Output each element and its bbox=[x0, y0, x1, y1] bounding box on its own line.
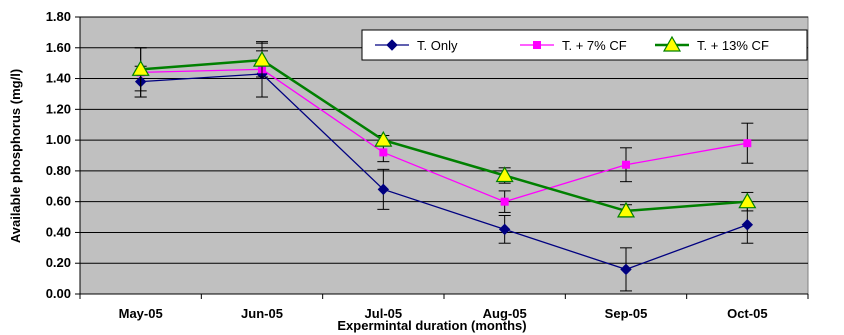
y-tick-label: 0.80 bbox=[46, 163, 71, 178]
legend: T. Only T. + 7% CF T. + 13% CF bbox=[361, 29, 808, 61]
y-tick-label: 1.60 bbox=[46, 40, 71, 55]
y-tick-label: 1.40 bbox=[46, 71, 71, 86]
data-point bbox=[498, 223, 511, 236]
legend-label: T. + 7% CF bbox=[562, 38, 627, 53]
series-line bbox=[140, 73, 748, 271]
data-point bbox=[374, 130, 393, 147]
data-point bbox=[131, 60, 150, 76]
data-point bbox=[379, 148, 388, 157]
data-point bbox=[738, 192, 757, 209]
series-line bbox=[140, 58, 748, 213]
legend-marker bbox=[533, 41, 541, 49]
legend-marker bbox=[662, 35, 682, 52]
x-tick-label: Aug-05 bbox=[483, 306, 527, 321]
legend-label: T. Only bbox=[417, 38, 458, 53]
legend-box bbox=[361, 29, 808, 61]
series-line bbox=[140, 68, 748, 203]
y-axis-title: Available phosphorus (mg/l) bbox=[8, 69, 23, 243]
data-point bbox=[495, 166, 514, 183]
data-point bbox=[743, 139, 752, 148]
y-tick-label: 0.40 bbox=[46, 224, 71, 239]
legend-item: T. + 7% CF bbox=[520, 38, 627, 53]
data-point bbox=[616, 201, 636, 218]
series-3 bbox=[131, 42, 757, 218]
y-tick-label: 0.00 bbox=[46, 286, 71, 301]
data-point bbox=[252, 50, 272, 67]
gridlines bbox=[80, 16, 808, 264]
y-tick-label: 1.80 bbox=[46, 9, 71, 24]
data-point bbox=[620, 263, 632, 276]
y-axis-ticks: 0.00 0.20 0.40 0.60 0.80 1.00 1.20 1.40 1.60 1.80 bbox=[46, 9, 80, 301]
series-group bbox=[131, 41, 757, 292]
y-tick-label: 0.60 bbox=[46, 194, 71, 209]
y-tick-label: 1.00 bbox=[46, 132, 71, 147]
legend-marker bbox=[386, 39, 398, 51]
plot-area bbox=[79, 16, 809, 295]
data-point bbox=[741, 219, 754, 231]
legend-entries: T. Only T. + 7% CF T. + 13% CF bbox=[375, 35, 769, 53]
legend-item: T. + 13% CF bbox=[655, 35, 769, 53]
y-tick-label: 0.20 bbox=[46, 255, 71, 270]
x-tick-label: Oct-05 bbox=[727, 306, 767, 321]
y-tick-label: 1.20 bbox=[46, 101, 71, 116]
data-point bbox=[500, 197, 509, 206]
x-axis-ticks: May-05 Jun-05 Jul-05 Aug-05 Sep-05 Oct-05 bbox=[79, 294, 809, 321]
x-tick-label: May-05 bbox=[119, 306, 163, 321]
legend-label: T. + 13% CF bbox=[697, 38, 769, 53]
x-tick-label: Jun-05 bbox=[241, 306, 283, 321]
x-tick-label: Jul-05 bbox=[365, 306, 403, 321]
data-point bbox=[622, 160, 630, 169]
x-tick-label: Sep-05 bbox=[605, 306, 648, 321]
legend-item: T. Only bbox=[375, 38, 458, 53]
data-point bbox=[377, 183, 390, 196]
x-axis-title: Expermintal duration (months) bbox=[337, 318, 526, 333]
